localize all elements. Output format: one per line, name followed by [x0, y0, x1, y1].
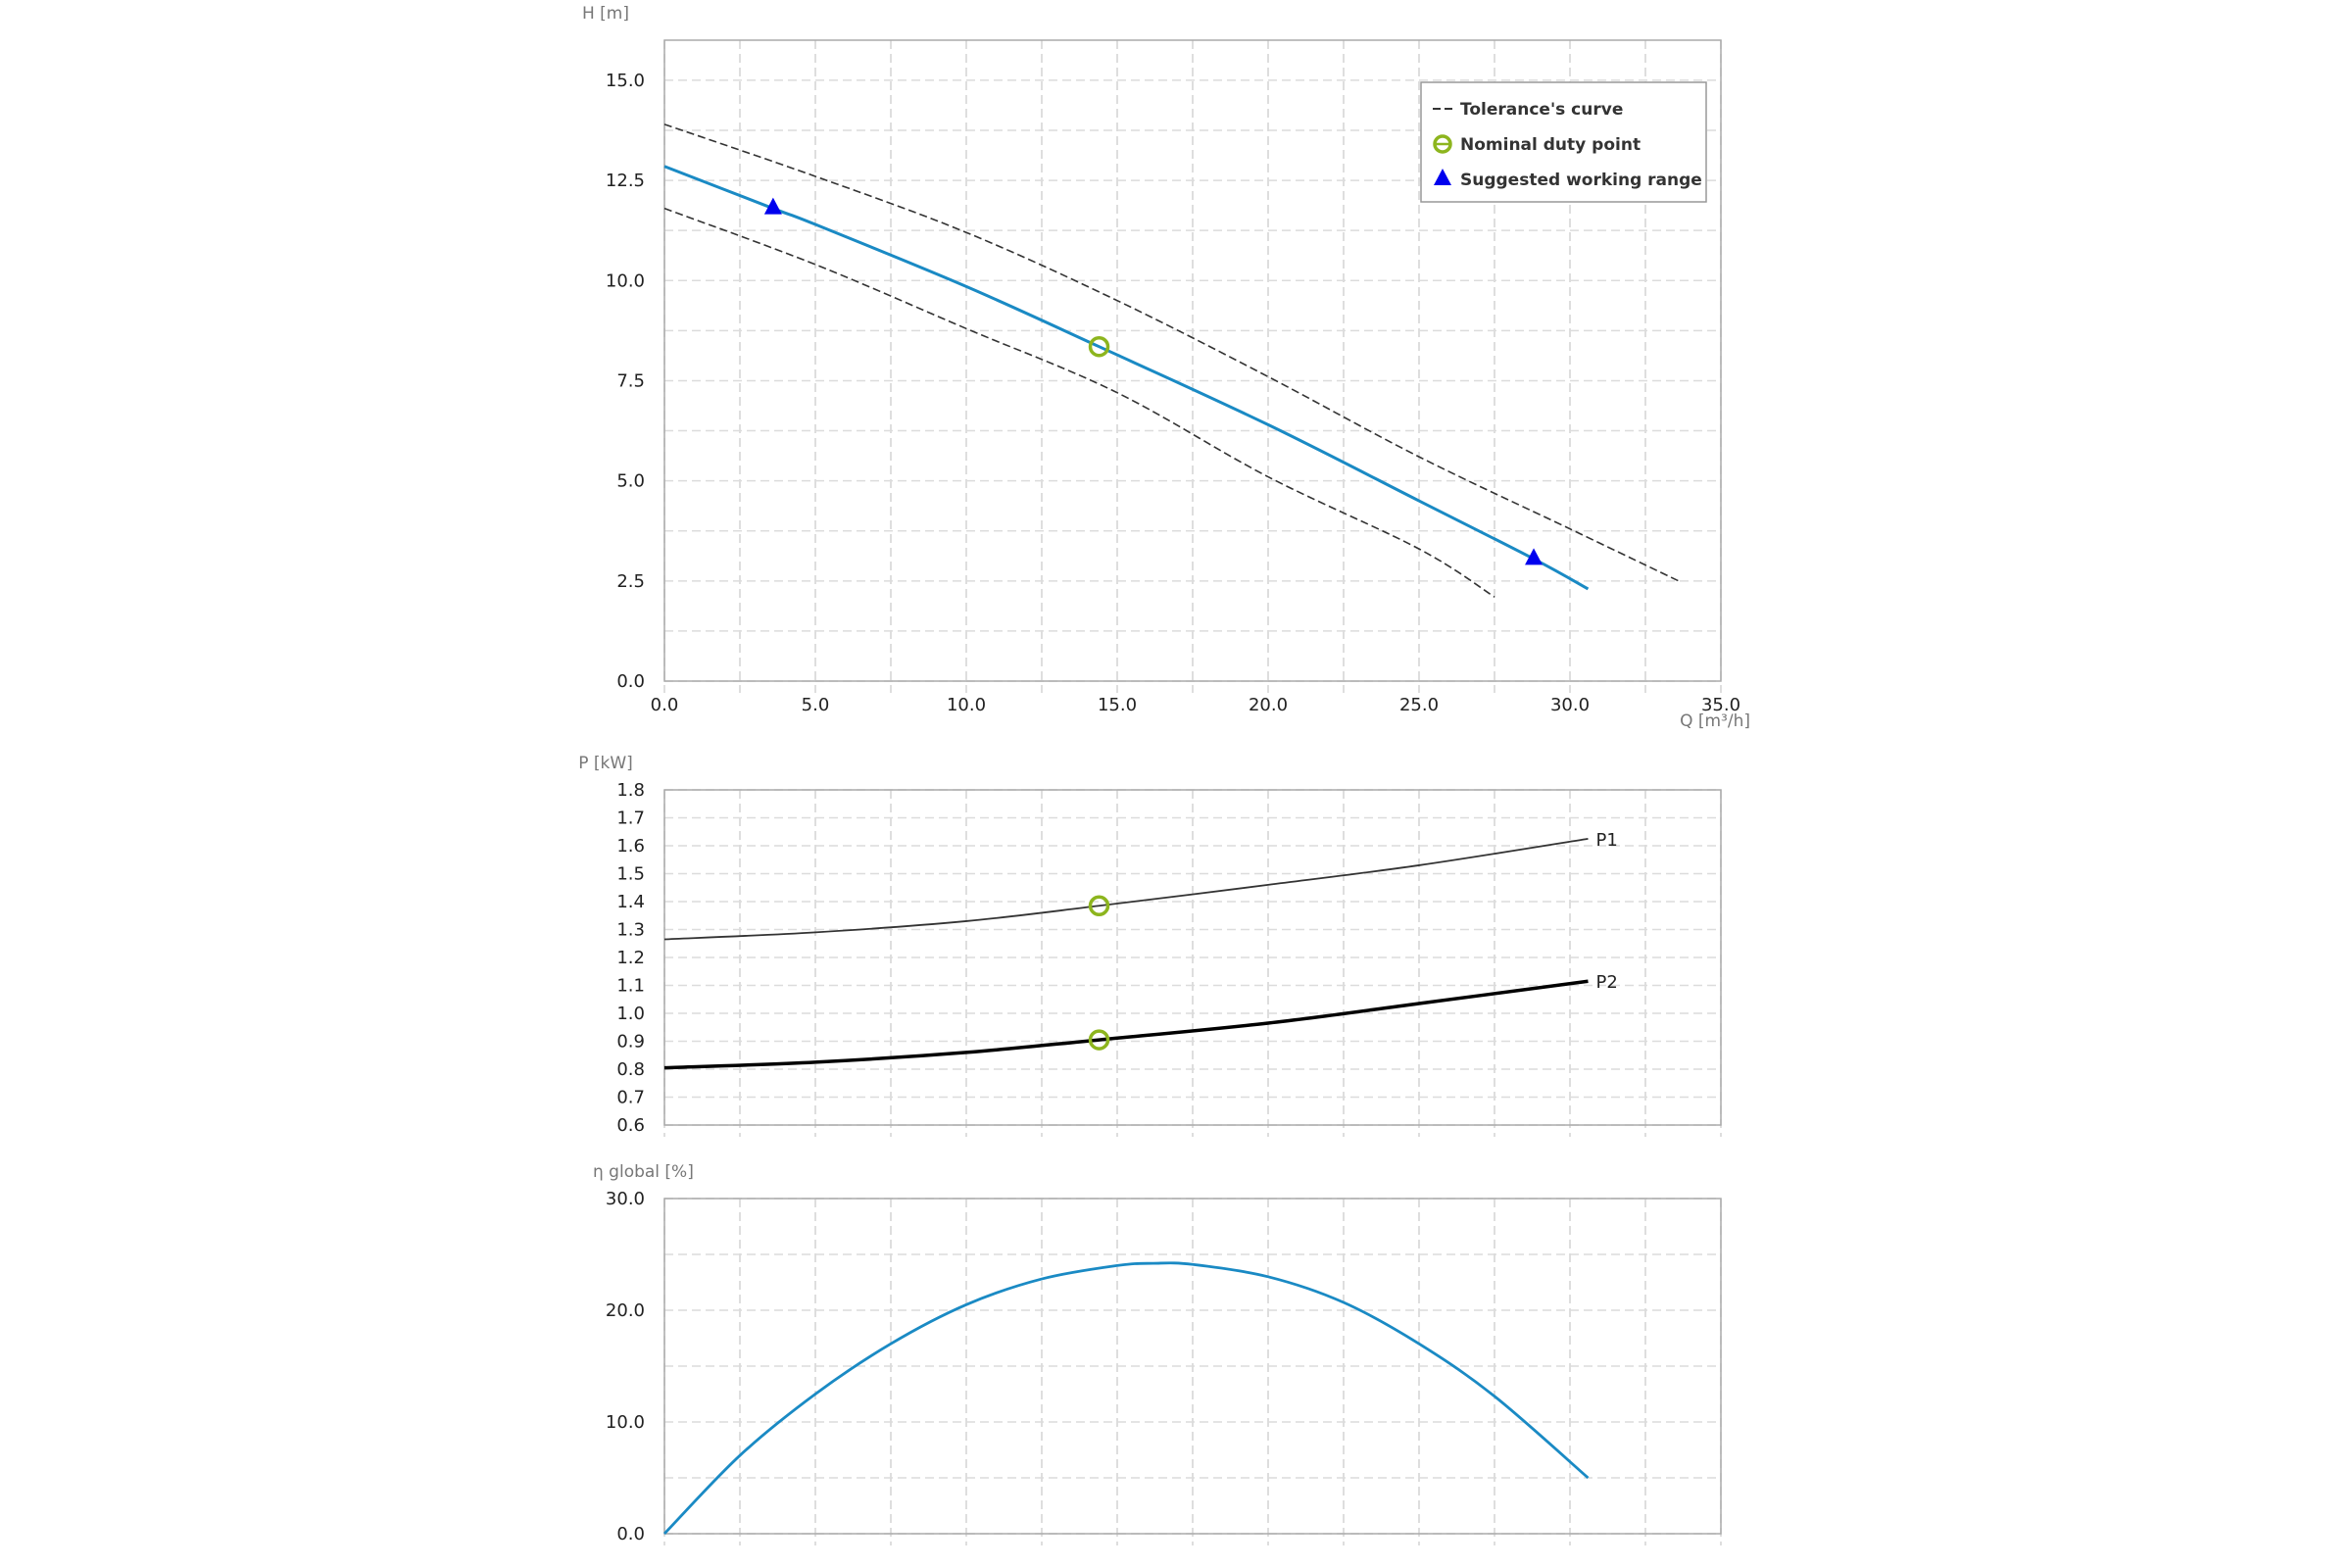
y-tick-label: 30.0: [606, 1189, 645, 1209]
x-tick-label: 20.0: [1249, 695, 1288, 715]
y-tick-label: 0.9: [616, 1032, 645, 1053]
y-tick-label: 20.0: [606, 1300, 645, 1321]
tolerance-lower-curve: [663, 207, 1495, 598]
y-axis-label: H [m]: [582, 4, 629, 24]
y-tick-label: 1.7: [616, 808, 645, 829]
x-tick-label: 25.0: [1399, 695, 1439, 715]
chart-panel-1: 0.0 2.5 5.0 7.5 10.0 12.5 15.0 H [m] 0.0 5.0 10.0 1…: [582, 4, 1750, 731]
series-label: P2: [1595, 972, 1617, 993]
chart-panel-3: 0.0 10.0 20.0 30.0 η global [%]: [593, 1162, 1722, 1545]
duty-point-marker: [1088, 1029, 1110, 1051]
y-tick-label: 10.0: [606, 1412, 645, 1433]
legend-entry: Suggested working range: [1460, 171, 1702, 190]
plot-frame: [663, 39, 1722, 682]
tolerance-upper-curve: [663, 123, 1680, 582]
p2-curve: [663, 979, 1589, 1070]
y-tick-label: 0.0: [616, 1524, 645, 1544]
y-tick-label: 5.0: [616, 471, 645, 492]
nominal-duty-point: [1088, 335, 1110, 358]
y-tick-label: 12.5: [606, 171, 645, 191]
x-tick-label: 15.0: [1098, 695, 1137, 715]
y-tick-label: 1.2: [616, 948, 645, 968]
working-range-marker: [1525, 548, 1544, 565]
x-axis-label: Q [m³/h]: [1680, 711, 1750, 731]
y-tick-label: 1.6: [616, 836, 645, 857]
y-tick-label: 1.1: [616, 976, 645, 997]
x-tick-label: 10.0: [947, 695, 986, 715]
y-tick-label: 7.5: [616, 370, 645, 391]
y-axis-label: P [kW]: [578, 754, 633, 773]
y-tick-label: 1.3: [616, 920, 645, 941]
x-tick-label: 0.0: [651, 695, 679, 715]
y-tick-label: 1.5: [616, 864, 645, 885]
y-axis-label: η global [%]: [593, 1162, 694, 1182]
y-tick-label: 0.0: [616, 671, 645, 692]
head-curve: [663, 165, 1590, 591]
legend-entry: Tolerance's curve: [1460, 100, 1623, 120]
chart-panel-2: 0.6 0.7 0.8 0.9 1.0 1.1 1.2 1.3 1.4 1.5 1.6 1.7 1.8 P…: [578, 754, 1722, 1137]
legend-box: [1420, 81, 1707, 203]
y-tick-label: 0.7: [616, 1088, 645, 1108]
duty-point-marker: [1088, 895, 1110, 917]
series-label: P1: [1595, 830, 1617, 851]
x-tick-label: 5.0: [802, 695, 830, 715]
plot-frame: [663, 789, 1722, 1126]
working-range-marker: [763, 197, 782, 215]
y-tick-label: 15.0: [606, 71, 645, 91]
y-tick-label: 1.4: [616, 892, 645, 912]
y-tick-label: 0.8: [616, 1059, 645, 1080]
plot-frame: [663, 1198, 1722, 1535]
y-tick-label: 10.0: [606, 270, 645, 291]
legend-entry: Nominal duty point: [1460, 135, 1641, 155]
x-tick-label: 35.0: [1701, 695, 1740, 715]
y-tick-label: 0.6: [616, 1115, 645, 1136]
x-tick-label: 30.0: [1550, 695, 1590, 715]
p1-curve: [663, 837, 1589, 941]
legend: Tolerance's curve Nominal duty point Sugge…: [1420, 81, 1707, 203]
y-tick-label: 2.5: [616, 571, 645, 592]
efficiency-curve: [662, 1261, 1590, 1535]
legend-triangle-icon: [1434, 169, 1451, 185]
y-tick-label: 1.0: [616, 1004, 645, 1024]
y-tick-label: 1.8: [616, 780, 645, 801]
